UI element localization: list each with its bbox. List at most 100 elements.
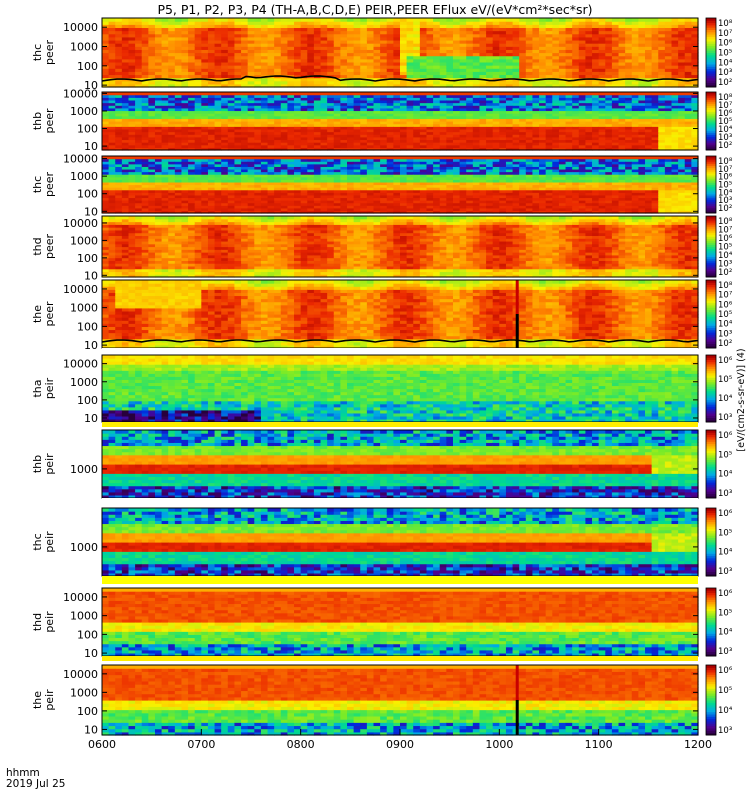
heat-cell (420, 18, 427, 22)
y-tick-label: 1000 (70, 105, 98, 118)
colorbar-swatch (706, 18, 716, 21)
heat-cell (334, 18, 341, 22)
heat-cell (460, 18, 467, 22)
heat-cell (652, 18, 659, 22)
y-tick-label: 100 (77, 60, 98, 73)
heat-cell (228, 18, 235, 22)
heat-cell (380, 18, 387, 22)
heat-cell (552, 18, 559, 22)
heat-cell (135, 18, 142, 22)
heat-cell (625, 18, 632, 22)
heat-cell (115, 18, 122, 22)
heat-cell (287, 18, 294, 22)
heat-cell (585, 18, 592, 22)
heat-cell (400, 18, 407, 22)
heat-cell (374, 18, 381, 22)
heat-cell (513, 18, 520, 22)
heat-cell (387, 18, 394, 22)
heat-cell (479, 18, 486, 22)
heat-cell (672, 18, 679, 22)
heat-cell (605, 18, 612, 22)
heat-cell (499, 18, 506, 22)
panel-instrument-label: peer (43, 108, 56, 134)
heat-cell (619, 18, 626, 22)
heat-cell (215, 18, 222, 22)
heat-cell (208, 18, 215, 22)
heat-cell (162, 18, 169, 22)
heat-cell (546, 18, 553, 22)
heat-cell (201, 18, 208, 22)
heat-cell (486, 18, 493, 22)
colorbar-label: 10⁷ (718, 29, 733, 39)
heat-cell (638, 18, 645, 22)
heat-cell (506, 18, 513, 22)
heat-cell (526, 18, 533, 22)
heat-cell (354, 18, 361, 22)
heat-cell (109, 18, 116, 22)
heat-cell (234, 18, 241, 22)
colorbar: 10²10³10⁴10⁵10⁶10⁷10⁸ (706, 92, 733, 151)
heat-cell (327, 18, 334, 22)
heat-cell (413, 18, 420, 22)
heat-cell (493, 18, 500, 22)
heat-cell (168, 18, 175, 22)
y-tick-label: 10000 (63, 87, 98, 100)
heat-cell (367, 18, 374, 22)
heat-cell (128, 18, 135, 22)
panel-instrument-label: peer (43, 40, 56, 66)
colorbar-label: 10⁸ (718, 19, 733, 29)
heat-cell (314, 18, 321, 22)
heat-cell (188, 18, 195, 22)
heat-cell (658, 18, 665, 22)
heat-cell (572, 18, 579, 22)
heat-cell (321, 18, 328, 22)
heat-cell (248, 18, 255, 22)
heat-cell (360, 18, 367, 22)
heat-cell (181, 18, 188, 22)
heat-cell (148, 18, 155, 22)
heat-cell (426, 18, 433, 22)
heat-cell (155, 18, 162, 22)
heat-cell (632, 18, 639, 22)
heat-cell (142, 18, 149, 22)
heat-cell (433, 18, 440, 22)
colorbar-label: 10³ (718, 68, 732, 78)
heat-cell (579, 18, 586, 22)
heat-cell (175, 18, 182, 22)
heat-cell (221, 18, 228, 22)
heat-cell (566, 18, 573, 22)
colorbar-label: 10⁸ (718, 93, 733, 103)
heat-cell (453, 18, 460, 22)
colorbar-label: 10⁶ (718, 39, 733, 49)
y-tick-label: 1000 (70, 41, 98, 54)
heat-cell (559, 18, 566, 22)
heat-cell (612, 18, 619, 22)
heat-cell (466, 18, 473, 22)
y-tick-label: 10000 (63, 21, 98, 34)
colorbar-label: 10⁴ (718, 58, 733, 68)
y-tick-label: 100 (77, 123, 98, 136)
heat-cell (539, 18, 546, 22)
y-tick-label: 10 (84, 140, 98, 153)
colorbar-label: 10⁵ (718, 49, 732, 59)
heat-cell (274, 18, 281, 22)
heat-cell (665, 18, 672, 22)
heat-cell (281, 18, 288, 22)
heat-cell (268, 18, 275, 22)
heat-cell (102, 18, 109, 22)
heat-cell (645, 18, 652, 22)
heat-cell (473, 18, 480, 22)
heat-cell (407, 18, 414, 22)
heat-cell (261, 18, 268, 22)
heat-cell (685, 18, 692, 22)
heat-cell (393, 18, 400, 22)
heat-cell (301, 18, 308, 22)
heat-cell (122, 18, 129, 22)
heat-cell (440, 18, 447, 22)
heat-cell (340, 18, 347, 22)
heat-cell (195, 18, 202, 22)
heat-cell (678, 18, 685, 22)
